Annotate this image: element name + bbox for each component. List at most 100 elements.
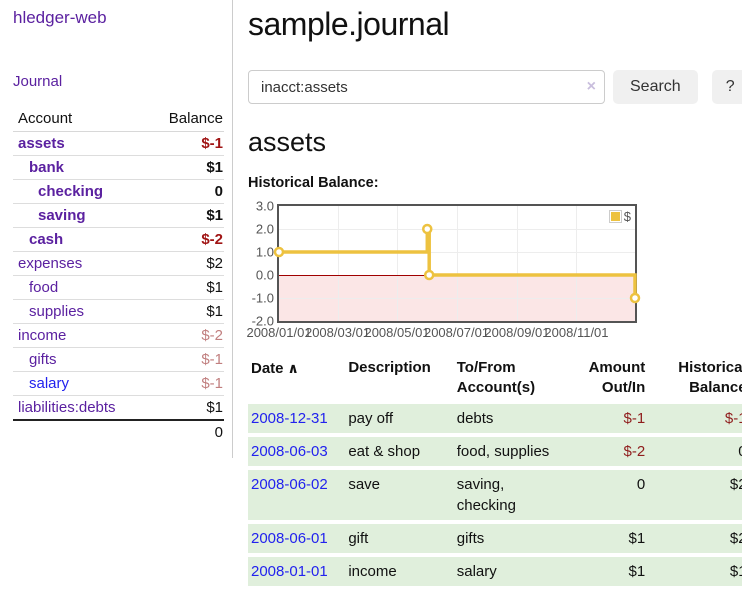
chart-title: Historical Balance: [248, 175, 379, 191]
account-row: income $-2 [13, 323, 224, 348]
account-link[interactable]: bank [29, 159, 65, 176]
transaction-balance: 0 [647, 437, 742, 466]
transaction-description: income [348, 557, 457, 586]
chart-legend: $ [608, 209, 631, 224]
transaction-amount: 0 [561, 470, 648, 520]
legend-label: $ [623, 209, 631, 224]
transaction-description: eat & shop [348, 437, 457, 466]
transaction-amount: $1 [561, 524, 648, 553]
account-row: food $1 [13, 275, 224, 300]
account-link[interactable]: salary [29, 375, 70, 392]
search-form: × Search ? [248, 70, 742, 104]
app-title-link[interactable]: hledger-web [13, 8, 107, 27]
transaction-balance: $1 [647, 557, 742, 586]
account-row: salary $-1 [13, 371, 224, 396]
register-header-amount: Amount Out/In [588, 359, 646, 396]
search-button[interactable]: Search [613, 70, 698, 104]
transaction-date-link[interactable]: 2008-12-31 [251, 410, 328, 427]
accounts-total-balance: 0 [145, 419, 224, 444]
account-row: liabilities:debts $1 [13, 395, 224, 421]
register-header-accounts: To/From Account(s) [456, 359, 536, 396]
x-tick-label: 2008/07/01 [423, 325, 490, 340]
page-title: sample.journal [248, 6, 450, 42]
account-balance: $1 [145, 395, 224, 421]
account-row: expenses $2 [13, 251, 224, 276]
account-balance: $-1 [145, 131, 224, 156]
account-link[interactable]: gifts [29, 351, 57, 368]
x-tick-label: 2008/03/01 [304, 325, 371, 340]
main-content: sample.journal × Search ? assets Histori… [233, 0, 742, 590]
help-button[interactable]: ? [711, 70, 742, 104]
account-row: checking 0 [13, 179, 224, 204]
register-header-date[interactable]: Date ∧ [251, 360, 299, 377]
account-row: saving $1 [13, 203, 224, 228]
transaction-date-link[interactable]: 2008-01-01 [251, 563, 328, 580]
transaction-balance: $-1 [647, 404, 742, 433]
transaction-amount: $-2 [561, 437, 648, 466]
historical-balance-chart: 3.0 2.0 1.0 0.0 -1.0 -2.0 $ 2008/01/01 2008/03… [246, 199, 742, 341]
account-link[interactable]: cash [29, 231, 64, 248]
transaction-date-link[interactable]: 2008-06-03 [251, 443, 328, 460]
account-link[interactable]: saving [38, 207, 86, 224]
account-link[interactable]: supplies [29, 303, 85, 320]
account-balance: $1 [145, 203, 224, 228]
y-tick-label: 1.0 [255, 244, 274, 260]
transaction-accounts: salary [456, 557, 562, 586]
transaction-amount: $1 [561, 557, 648, 586]
account-balance: 0 [145, 179, 224, 204]
accounts-header-account: Account [13, 107, 146, 132]
transaction-description: gift [348, 524, 457, 553]
accounts-total-row: 0 [13, 419, 224, 444]
x-tick-label: 2008/11/01 [544, 325, 609, 340]
account-balance: $-2 [145, 323, 224, 348]
account-link[interactable]: liabilities:debts [18, 399, 116, 416]
account-heading: assets [248, 127, 327, 157]
x-tick-label: 2008/01/01 [246, 325, 312, 340]
search-box: × [248, 70, 605, 104]
transaction-accounts: saving, checking [456, 470, 562, 520]
search-input[interactable] [248, 70, 605, 104]
account-link[interactable]: food [29, 279, 59, 296]
transaction-balance: $2 [647, 524, 742, 553]
account-row: supplies $1 [13, 299, 224, 324]
accounts-table: Account Balance assets $-1 bank $1 checking 0… [13, 107, 224, 444]
transaction-balance: $2 [647, 470, 742, 520]
transaction-date-link[interactable]: 2008-06-02 [251, 476, 328, 493]
y-tick-label: 2.0 [255, 221, 274, 237]
chart-plot-area: $ [273, 204, 641, 323]
transaction-date-link[interactable]: 2008-06-01 [251, 530, 328, 547]
chart-y-axis: 3.0 2.0 1.0 0.0 -1.0 -2.0 [248, 199, 274, 329]
sort-ascending-icon: ∧ [287, 360, 299, 376]
accounts-header-balance: Balance [145, 107, 224, 132]
accounts-table-body: assets $-1 bank $1 checking 0 saving $1 cash $-2 e… [13, 131, 224, 444]
account-balance: $1 [145, 155, 224, 180]
y-tick-label: 0.0 [255, 267, 274, 283]
clear-search-icon[interactable]: × [586, 78, 596, 95]
account-row: bank $1 [13, 155, 224, 180]
register-header-description: Description [348, 359, 431, 376]
account-link[interactable]: checking [38, 183, 104, 200]
chart-x-axis: 2008/01/01 2008/03/01 2008/05/01 2008/07/01… [246, 325, 637, 341]
transaction-accounts: debts [456, 404, 562, 433]
account-balance: $1 [145, 299, 224, 324]
account-balance: $1 [145, 275, 224, 300]
account-balance: $-1 [145, 347, 224, 372]
account-link[interactable]: assets [18, 135, 65, 152]
transaction-description: pay off [348, 404, 457, 433]
y-tick-label: 3.0 [255, 198, 274, 214]
account-row: gifts $-1 [13, 347, 224, 372]
account-balance: $2 [145, 251, 224, 276]
account-row: cash $-2 [13, 227, 224, 252]
account-link[interactable]: expenses [18, 255, 83, 272]
transaction-accounts: gifts [456, 524, 562, 553]
account-row: assets $-1 [13, 131, 224, 156]
y-tick-label: -2.0 [251, 313, 274, 329]
account-balance: $-1 [145, 371, 224, 396]
account-link[interactable]: income [18, 327, 67, 344]
sidebar-item-journal[interactable]: Journal [13, 73, 63, 90]
x-tick-label: 2008/05/01 [364, 325, 430, 340]
